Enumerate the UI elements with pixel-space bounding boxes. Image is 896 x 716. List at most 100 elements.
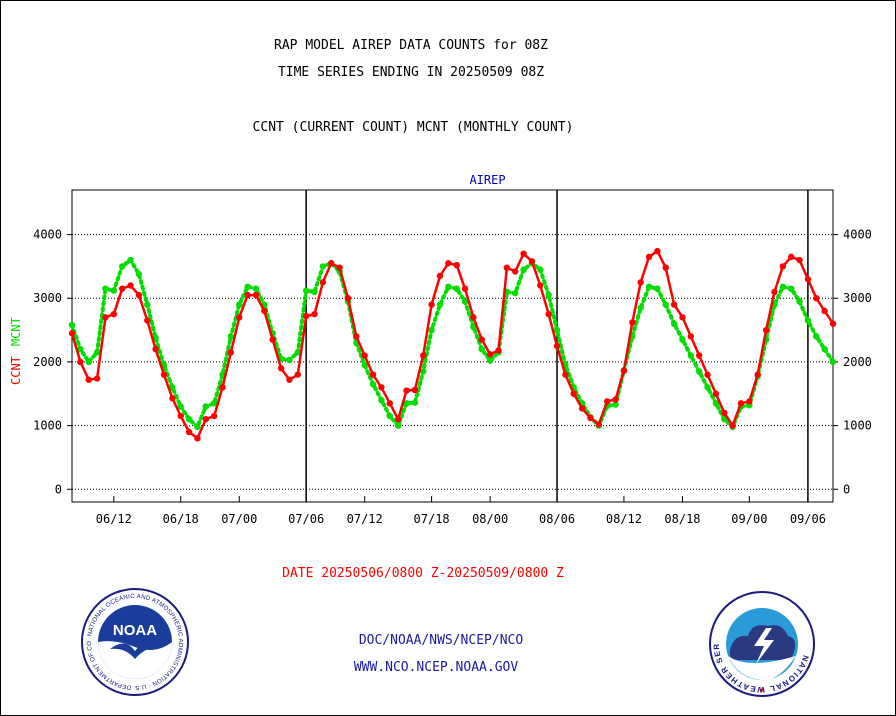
data-point-mcnt — [721, 416, 728, 423]
data-point-ccnt — [428, 301, 435, 308]
data-point-ccnt — [277, 365, 285, 372]
data-point-ccnt — [210, 412, 218, 420]
data-point-ccnt — [637, 279, 644, 286]
data-point-ccnt — [252, 291, 260, 299]
y-tick-label-right: 4000 — [843, 228, 872, 242]
data-point-ccnt — [135, 291, 143, 299]
noaa-logo-icon: NOAA NATIONAL OCEANIC AND ATMOSPHERIC AD… — [80, 587, 189, 696]
data-point-ccnt — [712, 390, 720, 397]
data-point-ccnt — [662, 264, 669, 271]
data-point-ccnt — [169, 395, 176, 402]
x-tick-label: 09/00 — [731, 512, 767, 526]
data-point-ccnt — [185, 428, 193, 436]
data-point-ccnt — [779, 263, 787, 270]
data-point-ccnt — [754, 371, 761, 378]
data-point-ccnt — [545, 310, 552, 318]
data-point-mcnt — [369, 381, 377, 388]
data-point-mcnt — [470, 323, 477, 331]
data-point-mcnt — [687, 352, 695, 359]
data-point-mcnt — [670, 320, 678, 327]
data-point-mcnt — [821, 345, 828, 353]
data-point-mcnt — [144, 301, 151, 308]
data-point-mcnt — [185, 416, 193, 423]
data-point-ccnt — [737, 400, 745, 407]
x-tick-label: 07/06 — [288, 512, 324, 526]
data-point-ccnt — [420, 352, 427, 359]
x-tick-label: 07/00 — [221, 512, 257, 526]
data-point-ccnt — [679, 314, 686, 321]
data-point-ccnt — [771, 288, 778, 296]
x-tick-label: 06/12 — [96, 512, 132, 526]
y-axis-label: CCNT MCNT — [9, 317, 23, 385]
data-point-ccnt — [695, 352, 703, 359]
data-point-mcnt — [118, 263, 126, 270]
x-tick-label: 08/12 — [606, 512, 642, 526]
data-point-mcnt — [478, 345, 485, 353]
x-tick-label: 06/18 — [163, 512, 199, 526]
data-point-ccnt — [478, 336, 485, 343]
data-point-ccnt — [436, 272, 444, 280]
data-point-ccnt — [486, 351, 494, 358]
data-point-ccnt — [202, 416, 210, 423]
data-point-mcnt — [428, 326, 435, 334]
nws-star-icon: ★ — [759, 685, 765, 695]
data-point-ccnt — [319, 279, 327, 286]
chart-title-line1: RAP MODEL AIREP DATA COUNTS for 08Z — [274, 38, 548, 53]
data-point-ccnt — [495, 347, 502, 354]
data-point-ccnt — [336, 264, 343, 271]
y-tick-label-right: 0 — [843, 482, 850, 496]
data-point-ccnt — [328, 260, 335, 267]
data-point-mcnt — [394, 422, 402, 429]
data-point-ccnt — [227, 349, 235, 356]
data-point-ccnt — [68, 330, 76, 337]
x-tick-label: 08/00 — [472, 512, 508, 526]
data-point-ccnt — [403, 387, 410, 394]
data-point-mcnt — [169, 384, 176, 391]
data-point-mcnt — [227, 333, 235, 340]
data-point-mcnt — [202, 403, 210, 410]
data-point-ccnt — [461, 285, 469, 292]
data-point-mcnt — [645, 283, 653, 290]
data-point-mcnt — [194, 423, 201, 431]
y-tick-label-left: 1000 — [33, 419, 62, 433]
data-point-ccnt — [587, 414, 594, 422]
x-tick-label: 08/06 — [539, 512, 575, 526]
data-point-ccnt — [604, 398, 611, 405]
data-point-mcnt — [662, 301, 669, 308]
data-point-mcnt — [553, 326, 561, 334]
data-point-ccnt — [85, 376, 92, 383]
x-tick-label: 09/06 — [790, 512, 826, 526]
series-line-ccnt — [70, 249, 835, 440]
data-point-ccnt — [796, 256, 803, 264]
data-point-ccnt — [578, 405, 586, 412]
data-point-mcnt — [311, 288, 318, 296]
chart-title-line2: TIME SERIES ENDING IN 20250509 08Z — [277, 65, 545, 80]
data-point-ccnt — [620, 367, 628, 375]
data-point-mcnt — [420, 368, 427, 375]
x-tick-label: 08/18 — [664, 512, 700, 526]
y-axis-label-ccnt: CCNT — [9, 356, 23, 385]
data-point-ccnt — [520, 250, 527, 257]
website-label: WWW.NCO.NCEP.NOAA.GOV — [353, 660, 519, 675]
data-point-mcnt — [177, 403, 184, 410]
data-point-mcnt — [286, 356, 293, 364]
y-tick-label-right: 3000 — [843, 291, 872, 305]
data-point-ccnt — [512, 268, 519, 275]
data-point-mcnt — [68, 321, 76, 329]
data-point-ccnt — [562, 371, 569, 378]
data-point-mcnt — [85, 358, 92, 366]
data-point-mcnt — [386, 412, 393, 420]
data-point-ccnt — [721, 409, 728, 417]
data-point-mcnt — [135, 270, 143, 278]
data-point-ccnt — [77, 358, 84, 366]
panel-title: AIREP — [469, 173, 505, 187]
y-tick-label-left: 4000 — [33, 228, 62, 242]
data-point-ccnt — [177, 412, 184, 420]
data-point-mcnt — [612, 401, 619, 408]
data-point-ccnt — [353, 333, 360, 340]
data-point-ccnt — [244, 291, 251, 299]
data-point-ccnt — [595, 421, 603, 428]
data-point-ccnt — [236, 314, 243, 321]
data-point-ccnt — [704, 371, 711, 378]
